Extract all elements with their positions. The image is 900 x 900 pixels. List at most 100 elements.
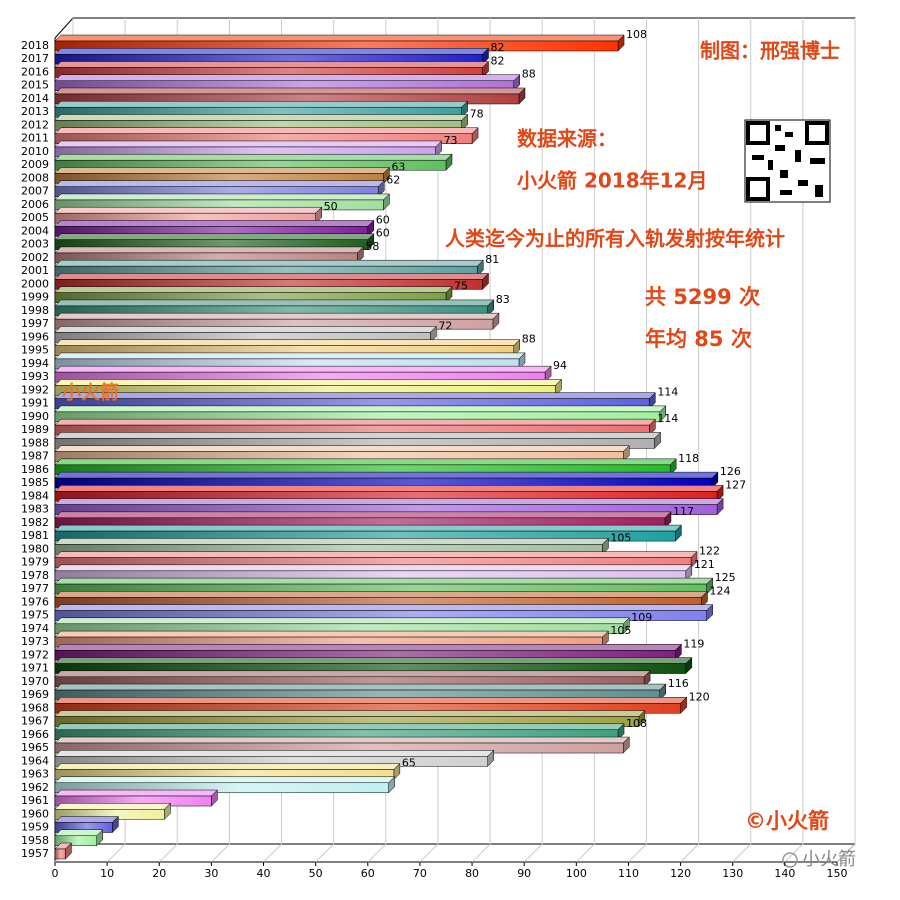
bar (54, 815, 119, 834)
bar-front (54, 835, 97, 847)
data-label: 121 (694, 558, 715, 571)
y-tick-label: 1963 (21, 768, 49, 781)
bar (54, 259, 484, 277)
data-label: 88 (522, 68, 536, 81)
bar-top (54, 87, 526, 95)
data-label: 60 (376, 227, 390, 240)
data-label: 62 (386, 174, 400, 187)
y-tick-label: 1966 (21, 728, 49, 741)
bar-top (54, 551, 698, 558)
bar-top (54, 193, 391, 201)
bar (54, 762, 401, 781)
bar (54, 643, 682, 661)
bar (54, 325, 437, 344)
y-tick-label: 1985 (21, 476, 49, 489)
bar-top (54, 617, 630, 625)
watermark: 小火箭 (802, 849, 856, 870)
grid-line-floor (211, 843, 230, 863)
x-tick-label: 150 (827, 867, 848, 880)
annotation: 共 5299 次 (645, 285, 760, 309)
bar (54, 511, 672, 529)
bar (54, 458, 677, 476)
x-tick-label: 130 (722, 867, 743, 880)
x-tick-label: 20 (152, 867, 166, 880)
bar-top (54, 153, 453, 161)
y-tick-label: 1987 (21, 450, 49, 463)
bar-top (54, 339, 521, 346)
grid-line-floor (732, 843, 752, 863)
annotation: 年均 85 次 (645, 327, 752, 351)
y-tick-label: 2010 (21, 145, 49, 158)
y-tick-label: 2009 (21, 158, 49, 171)
annotation: 数据来源： (517, 127, 617, 151)
data-label: 83 (496, 293, 510, 306)
y-tick-label: 2008 (21, 171, 49, 184)
bar-front (54, 782, 389, 794)
bar (54, 498, 724, 516)
y-tick-label: 1977 (21, 582, 49, 595)
bar (54, 471, 719, 489)
bar-top (54, 365, 552, 373)
data-label: 116 (668, 677, 689, 690)
left-wall-edge (54, 17, 74, 39)
bar (54, 683, 667, 701)
y-tick-label: 1958 (21, 834, 49, 847)
bar-top (54, 750, 495, 757)
bar-top (54, 206, 323, 214)
data-label: 120 (689, 690, 710, 703)
bar-top (54, 34, 625, 42)
bar (54, 603, 714, 622)
x-tick-label: 70 (413, 867, 427, 880)
bar-top (54, 246, 364, 254)
data-label: 105 (610, 531, 631, 544)
y-tick-label: 2018 (21, 39, 49, 52)
data-label: 109 (631, 611, 652, 624)
x-tick-label: 80 (465, 867, 479, 880)
data-label: 81 (485, 253, 499, 266)
data-label: 78 (470, 107, 484, 120)
bar-top (54, 630, 610, 638)
y-tick-label: 1968 (21, 701, 49, 714)
y-tick-label: 2016 (21, 65, 49, 78)
bar (54, 829, 104, 847)
annotation: 小火箭 2018年12月 (517, 169, 707, 193)
grid-line-floor (628, 843, 647, 863)
y-tick-label: 1967 (21, 715, 49, 728)
data-label: 108 (626, 28, 647, 41)
bar (54, 47, 490, 65)
y-tick-label: 1964 (21, 754, 49, 767)
y-tick-label: 1979 (21, 556, 49, 569)
bar-top (54, 220, 375, 227)
y-tick-label: 2004 (21, 224, 49, 237)
bar (54, 776, 396, 794)
grid-line-floor (680, 843, 699, 863)
bar (54, 100, 469, 118)
bar-top (54, 379, 563, 386)
bar-top (54, 670, 651, 678)
grid-line-floor (315, 843, 335, 863)
y-tick-label: 1997 (21, 317, 49, 330)
y-tick-label: 1994 (21, 357, 49, 370)
bar (54, 113, 469, 132)
x-tick-label: 110 (618, 867, 639, 880)
grid-line-floor (575, 843, 595, 863)
bar (54, 166, 391, 185)
bar-top (54, 180, 385, 187)
y-tick-label: 2006 (21, 198, 49, 211)
bar (54, 656, 693, 675)
data-label: 126 (720, 465, 741, 478)
data-label: 114 (657, 386, 678, 399)
bar-top (54, 100, 469, 108)
x-tick-label: 100 (566, 867, 587, 880)
bar-top (54, 326, 437, 333)
bar (54, 74, 521, 92)
bar-top (54, 299, 495, 307)
bar-top (54, 644, 682, 651)
y-tick-label: 1992 (21, 383, 49, 396)
y-tick-label: 1993 (21, 370, 49, 383)
grid-line-floor (106, 843, 126, 863)
y-tick-label: 2011 (21, 132, 49, 145)
data-label: 88 (522, 333, 536, 346)
data-label: 82 (490, 54, 504, 67)
data-label: 119 (683, 637, 704, 650)
